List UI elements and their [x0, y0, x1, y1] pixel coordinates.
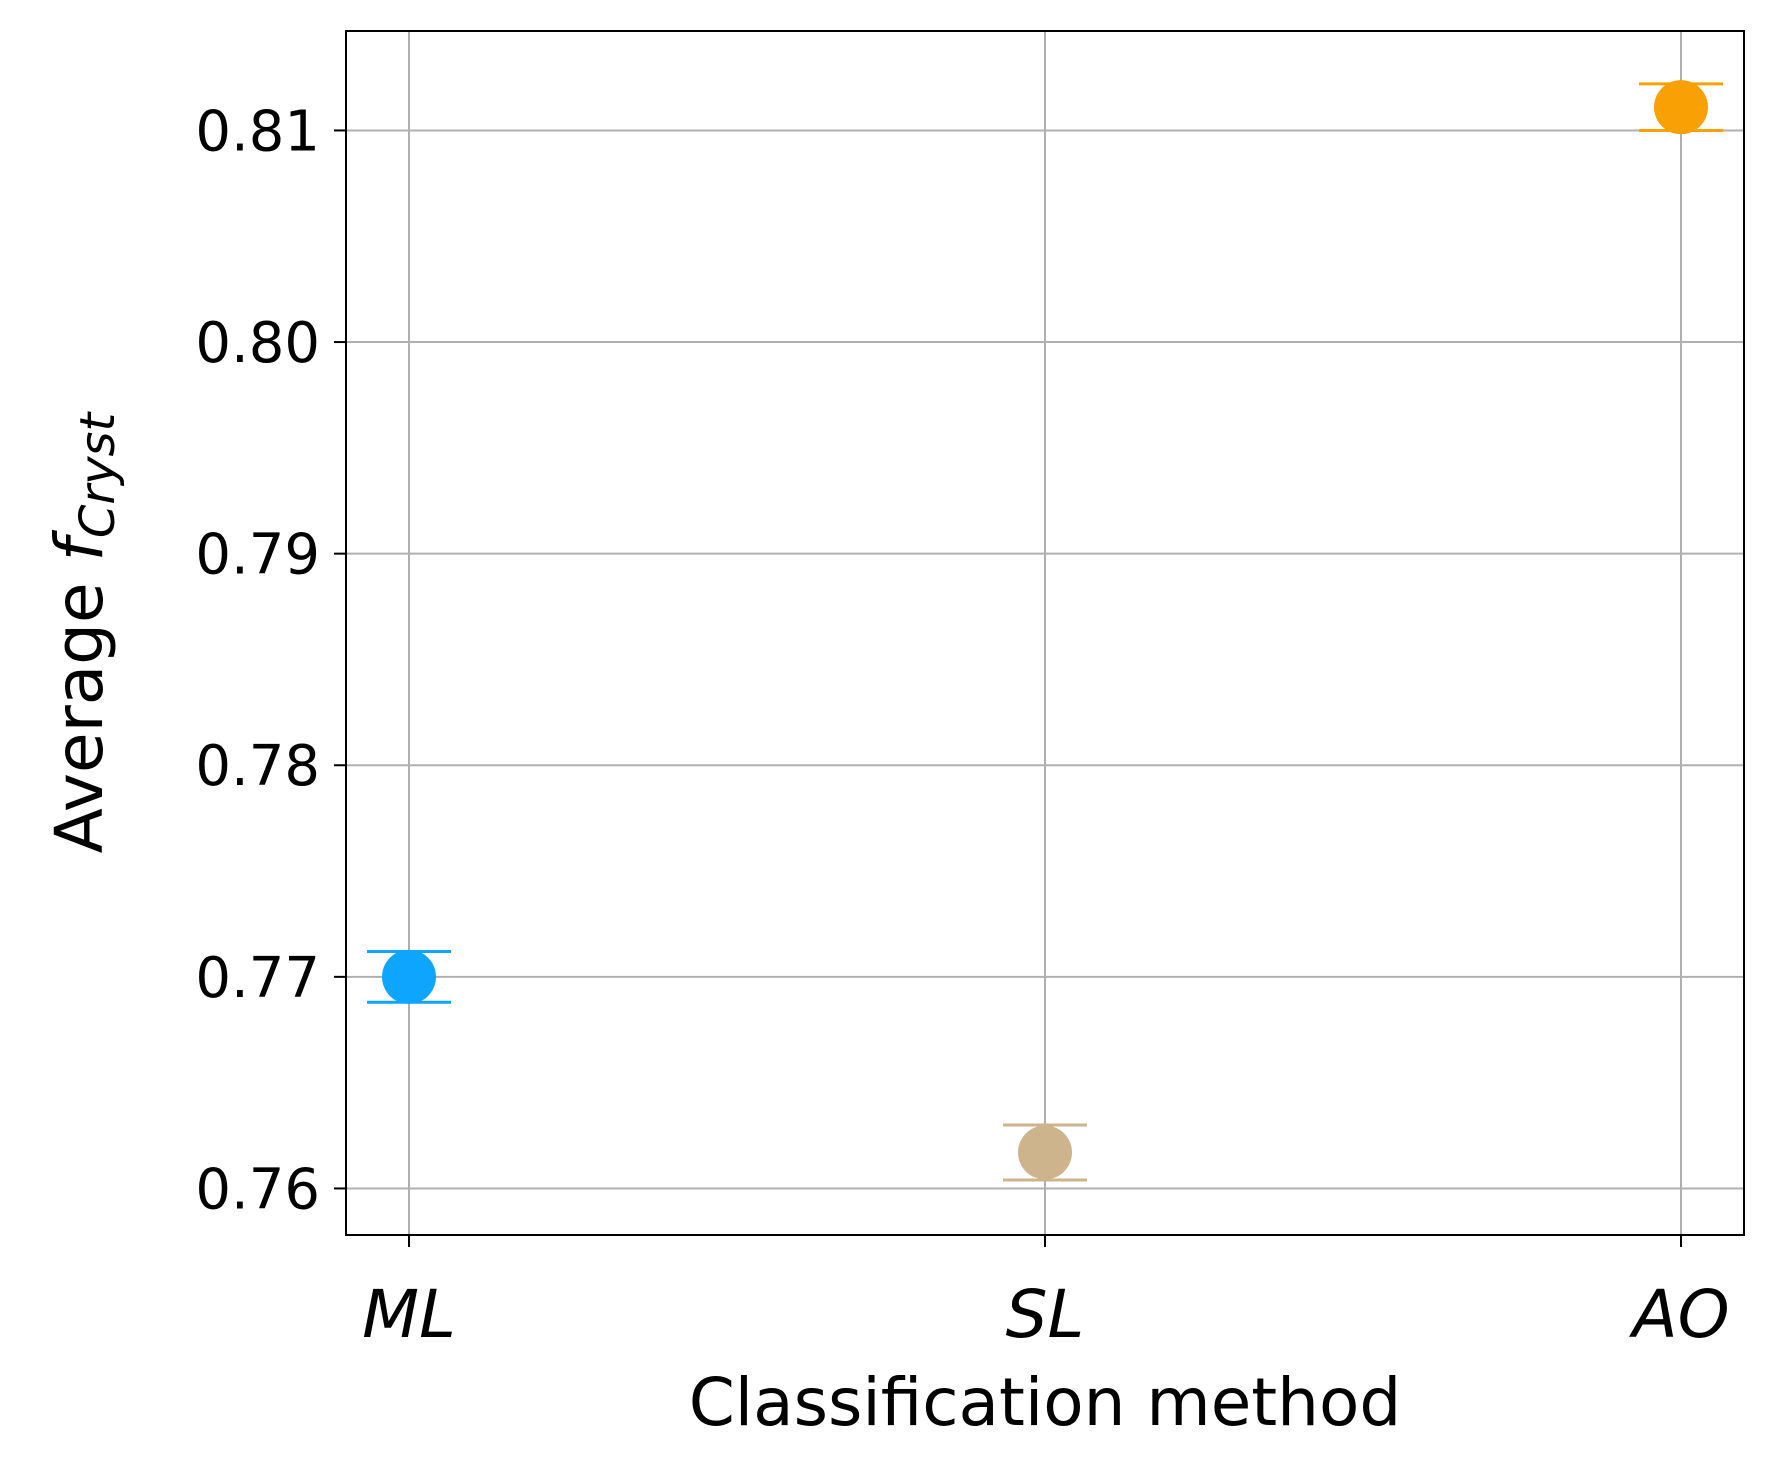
data-point-ML: [382, 949, 436, 1004]
plot-frame: [345, 30, 1745, 1236]
y-tick-label-0.77: 0.77: [195, 946, 320, 1011]
ticks: 0.76 0.77 0.78 0.79 0.80 0.81 ML SL AO: [195, 99, 1729, 1353]
x-tick-label-SL: SL: [1006, 1276, 1085, 1353]
x-axis-title: Classification method: [689, 1364, 1402, 1441]
y-tick-label-0.80: 0.80: [195, 311, 320, 376]
y-tick-label-0.78: 0.78: [195, 734, 320, 799]
y-axis-title: Average fCryst: [41, 410, 126, 853]
grid: [346, 31, 1744, 1235]
x-tick-label-AO: AO: [1628, 1276, 1729, 1353]
data-points: [367, 80, 1723, 1182]
y-tick-label-0.81: 0.81: [195, 99, 320, 164]
y-tick-label-0.76: 0.76: [195, 1157, 320, 1222]
x-tick-label-ML: ML: [362, 1276, 456, 1353]
y-axis-title-prefix: Average: [41, 561, 118, 853]
data-point-AO: [1654, 80, 1708, 135]
data-point-SL: [1018, 1125, 1072, 1180]
y-tick-label-0.79: 0.79: [195, 523, 320, 588]
y-axis-title-subscript: Cryst: [70, 410, 126, 538]
